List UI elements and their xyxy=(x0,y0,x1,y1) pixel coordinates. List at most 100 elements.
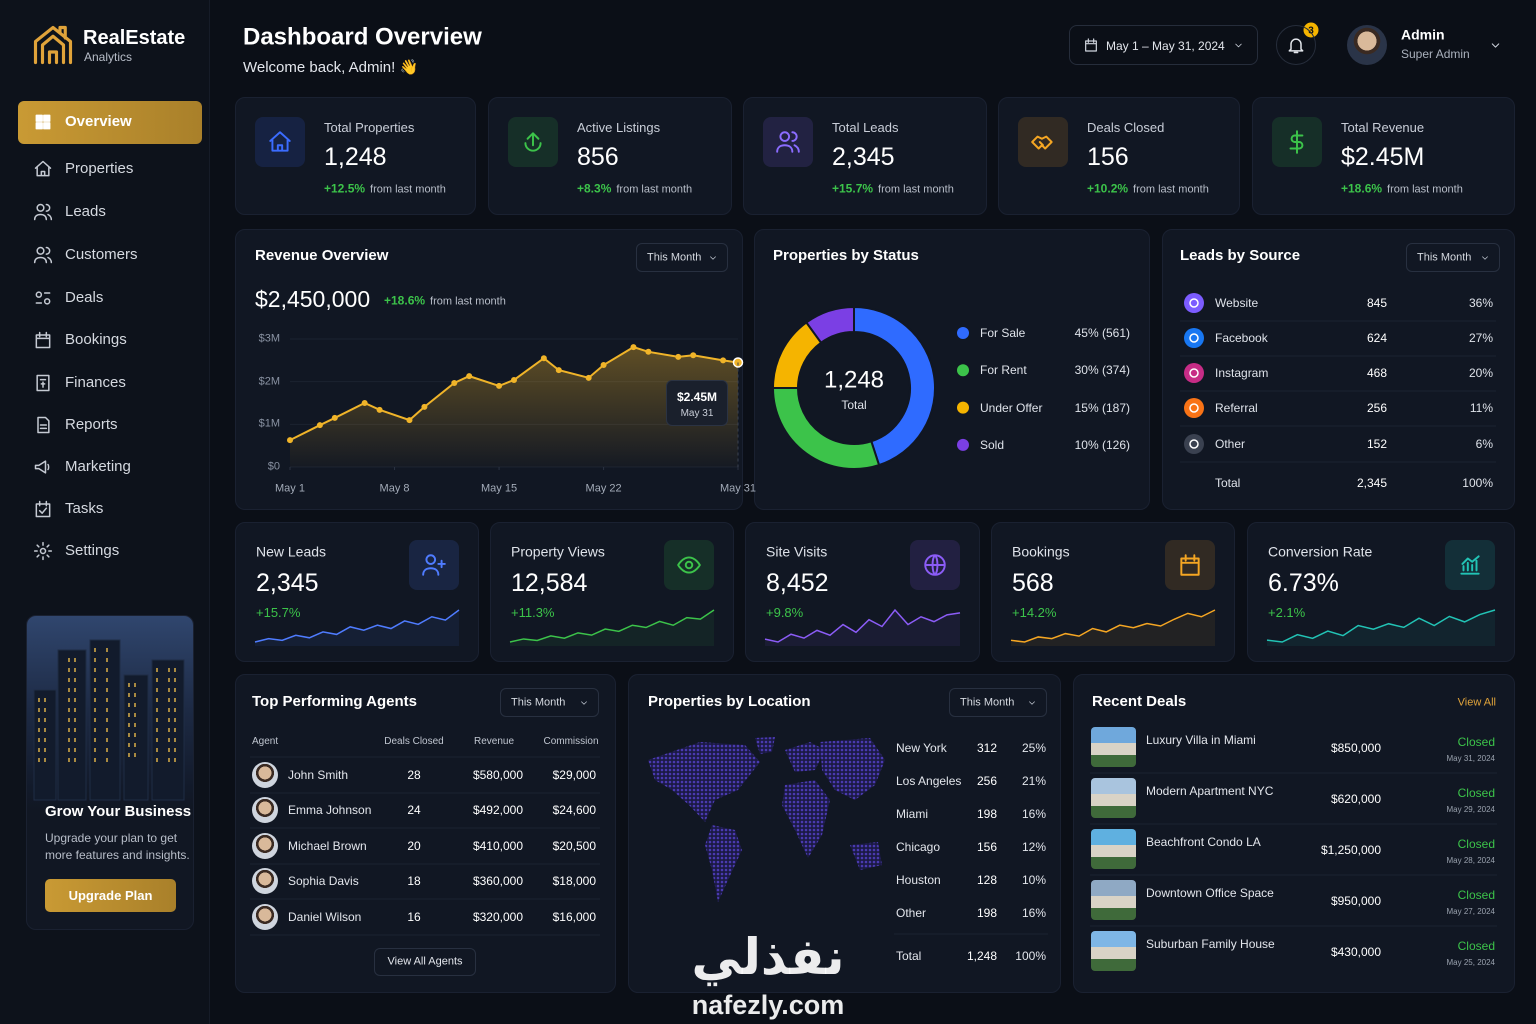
promo-window xyxy=(168,718,170,722)
view-all-agents-button[interactable] xyxy=(374,948,476,976)
revenue-point xyxy=(331,414,338,421)
button-label: View All Agents xyxy=(387,955,463,968)
leads-source-card xyxy=(1162,229,1515,510)
stat-value: 6.73% xyxy=(1268,569,1339,597)
deal-date: May 29, 2024 xyxy=(1446,805,1495,815)
promo-window xyxy=(44,738,46,742)
city-name: Miami xyxy=(896,806,928,821)
city-count: 312 xyxy=(976,740,997,755)
location-card xyxy=(628,674,1061,993)
deal-price: $620,000 xyxy=(1330,791,1381,806)
source-icon xyxy=(1184,293,1204,313)
nav-icon xyxy=(33,246,53,264)
promo-window xyxy=(134,713,136,717)
user-menu-chevron xyxy=(1491,43,1500,48)
kpi-icon xyxy=(1031,135,1053,150)
promo-window xyxy=(128,733,130,737)
date-picker[interactable] xyxy=(1069,25,1258,65)
promo-window xyxy=(128,683,130,687)
nav-icon xyxy=(34,460,50,474)
promo-text: Upgrade your plan to get xyxy=(45,830,178,845)
chevron xyxy=(581,701,587,705)
revenue-point xyxy=(287,437,293,444)
agent-revenue: $492,000 xyxy=(472,802,523,817)
filter-label: This Month xyxy=(511,695,566,708)
promo-window xyxy=(74,658,76,662)
sparkline-area xyxy=(1011,610,1215,646)
kpi-change: +12.5% from last month xyxy=(324,181,446,196)
promo-window xyxy=(134,703,136,707)
source-share: 11% xyxy=(1469,400,1493,415)
notification-count: 3 xyxy=(1308,26,1314,37)
source-count: 152 xyxy=(1366,436,1387,451)
city-count: 256 xyxy=(976,773,997,788)
user-avatar[interactable] xyxy=(1347,25,1387,65)
promo-window xyxy=(174,698,176,702)
card-title: Revenue Overview xyxy=(255,247,389,264)
promo-window xyxy=(156,728,158,732)
filter-dropdown[interactable] xyxy=(636,243,728,272)
promo-window xyxy=(134,693,136,697)
stat-icon xyxy=(422,554,446,576)
deal-name: Modern Apartment NYC xyxy=(1146,783,1274,798)
promo-window xyxy=(74,738,76,742)
legend-dot xyxy=(957,327,969,339)
stat-label: New Leads xyxy=(256,543,327,560)
source-count: 624 xyxy=(1366,330,1387,345)
nav-label: Tasks xyxy=(65,500,104,517)
nav-icon xyxy=(37,416,50,434)
deal-status: Closed xyxy=(1457,836,1495,851)
x-tick-label: May 1 xyxy=(275,482,305,495)
promo-window xyxy=(68,668,70,672)
nav-icon xyxy=(35,500,51,518)
promo-window xyxy=(128,753,130,757)
nav-icon xyxy=(35,114,51,130)
nav-icon xyxy=(36,374,50,392)
promo-window xyxy=(168,748,170,752)
watermark-brand: نفذلي xyxy=(691,928,845,986)
view-all-link[interactable]: View All xyxy=(1457,696,1496,709)
notification-button[interactable] xyxy=(1276,25,1316,65)
nav-label: Settings xyxy=(65,542,120,559)
filter-dropdown[interactable] xyxy=(1406,243,1500,272)
promo-window xyxy=(168,668,170,672)
promo-window xyxy=(38,698,40,702)
page-title: Dashboard Overview xyxy=(243,23,482,51)
agent-commission: $16,000 xyxy=(552,909,596,924)
promo-window xyxy=(106,758,108,762)
revenue-point xyxy=(451,379,458,386)
promo-window xyxy=(68,748,70,752)
promo-window xyxy=(168,728,170,732)
promo-window xyxy=(38,708,40,712)
promo-window xyxy=(94,758,96,762)
total-label: Total xyxy=(1215,475,1241,490)
map-region-dots xyxy=(850,842,882,870)
filter-dropdown[interactable] xyxy=(949,688,1047,717)
revenue-point xyxy=(630,344,637,351)
stat-icon xyxy=(1460,555,1480,575)
chevron xyxy=(1235,43,1242,48)
promo-window xyxy=(94,658,96,662)
nav-icon xyxy=(35,291,51,305)
revenue-point xyxy=(690,352,697,359)
stat-card xyxy=(490,522,734,662)
legend-dot xyxy=(957,401,969,414)
card-title: Properties by Location xyxy=(648,693,811,710)
upgrade-button[interactable] xyxy=(45,879,176,912)
nav-icon xyxy=(35,114,51,130)
promo-window xyxy=(156,738,158,742)
revenue-point xyxy=(645,348,652,355)
promo-window xyxy=(68,758,70,762)
kpi-change-note: from last month xyxy=(616,183,693,196)
stat-change: +9.8% xyxy=(766,605,804,621)
kpi-value: 156 xyxy=(1087,143,1129,171)
stat-card xyxy=(235,522,479,662)
source-icon-glyph xyxy=(1189,298,1199,308)
kpi-value: 856 xyxy=(577,143,619,171)
city-count: 128 xyxy=(976,872,997,887)
y-tick-label: $3M xyxy=(258,332,280,345)
promo-window xyxy=(106,718,108,722)
agent-name: Michael Brown xyxy=(288,838,367,853)
legend-value: 10% (126) xyxy=(1074,437,1130,452)
filter-dropdown[interactable] xyxy=(500,688,599,717)
